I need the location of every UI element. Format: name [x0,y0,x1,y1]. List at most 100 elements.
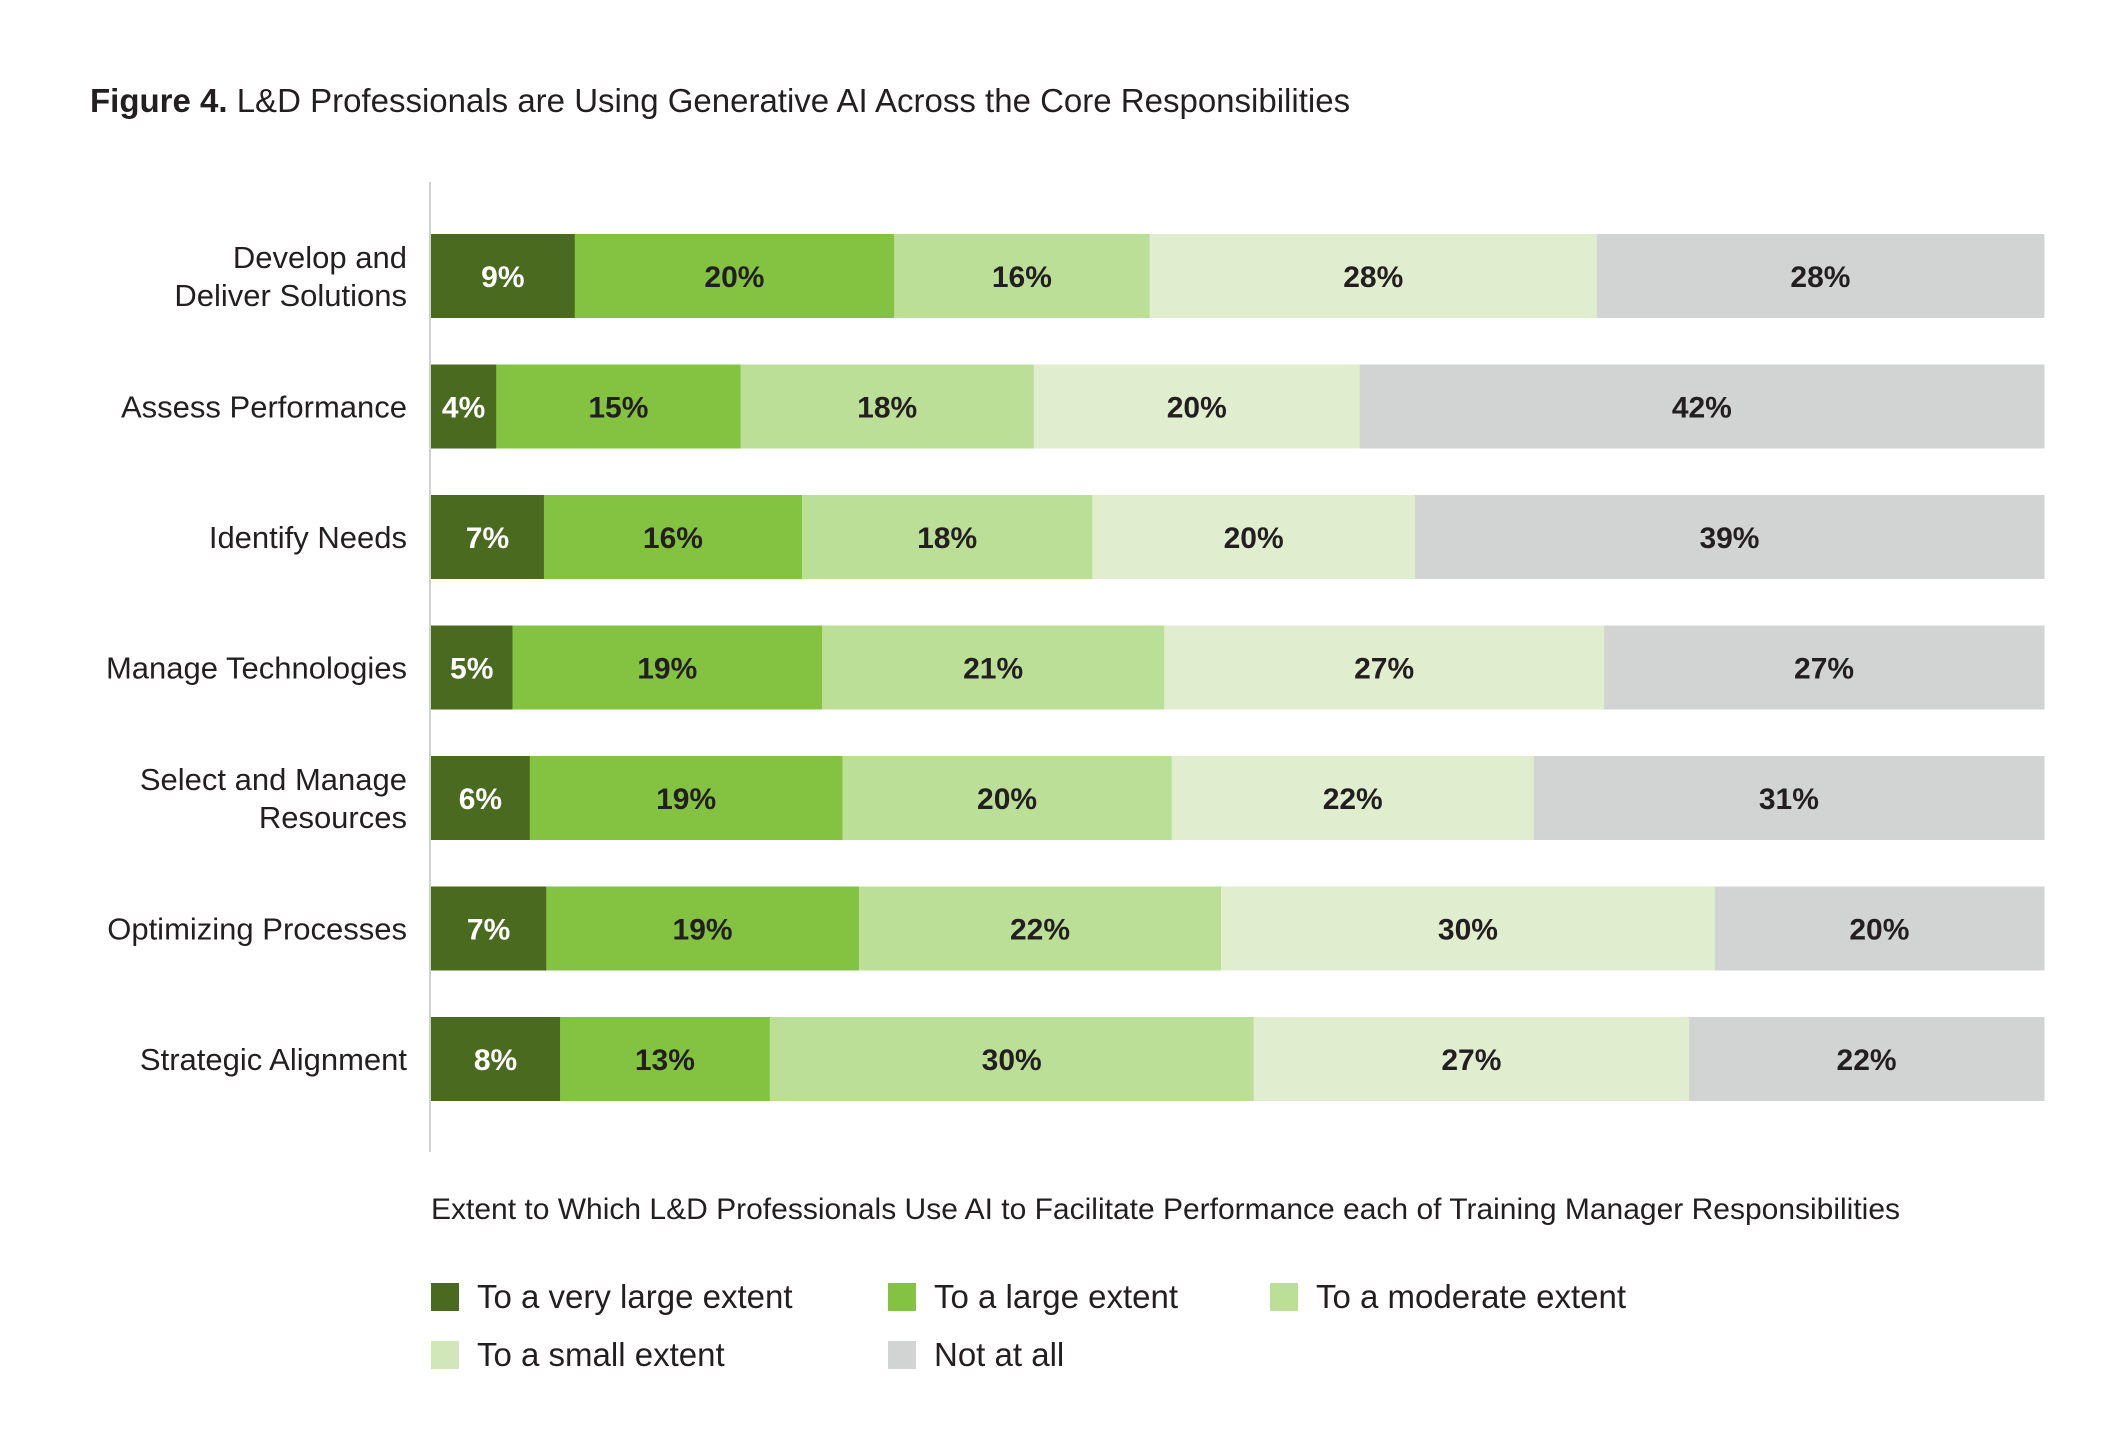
bars-group: 9% 20% 16% 28% 28% 4% 15% 18% 20% 42% 7% 16% 18% 20% 3… [431,234,2045,1101]
bar-segment [1359,364,2045,449]
bar-segment [842,756,1173,840]
bar-segment [512,625,823,710]
category-label: Select and Manage Resources [140,762,407,835]
category-label: Assess Performance [121,390,407,425]
data-label: 27% [1794,653,1854,686]
bar-segment [431,1017,561,1101]
category-label: Optimizing Processes [107,912,407,947]
legend-label: To a moderate extent [1316,1278,1627,1315]
data-label: 22% [1837,1044,1897,1077]
x-axis-label: Extent to Which L&D Professionals Use AI… [431,1193,1901,1226]
category-label: Strategic Alignment [140,1042,407,1077]
bar-segment [1171,756,1535,840]
category-label-line: Develop and [233,240,407,275]
data-label: 5% [450,653,493,686]
data-label: 27% [1441,1044,1501,1077]
data-label: 27% [1354,653,1414,686]
figure-caption: L&D Professionals are Using Generative A… [236,82,1351,119]
data-label: 20% [1224,522,1284,555]
bar-segment [1689,1017,2045,1101]
data-label: 13% [635,1044,695,1077]
bar-segment [1149,234,1598,318]
data-label: 31% [1759,783,1819,816]
legend-label: To a small extent [477,1336,725,1373]
data-label: 39% [1699,522,1759,555]
bar-segment [1164,625,1605,710]
legend-swatch [888,1341,916,1369]
data-label: 22% [1010,914,1070,947]
category-label: Identify Needs [209,520,407,555]
data-label: 18% [917,522,977,555]
legend-label: To a very large extent [477,1278,793,1315]
bar-segment [1033,364,1361,449]
bar-segment [431,234,576,318]
bar-segment [431,364,497,449]
bar-segment [1714,886,2045,971]
legend-item-moderate: To a moderate extent [1270,1278,1626,1316]
data-label: 30% [982,1044,1042,1077]
legend-label: Not at all [934,1336,1065,1373]
legend-item-very-large: To a very large extent [431,1278,793,1316]
legend-swatch [1270,1283,1298,1311]
figure-number: Figure 4. [90,82,228,119]
data-label: 30% [1438,914,1498,947]
bar-segment [1604,625,2045,710]
data-label: 15% [588,392,648,425]
stacked-bar-chart: 9% 20% 16% 28% 28% 4% 15% 18% 20% 42% 7% 16% 18% 20% 3… [106,182,2045,1152]
bar-segment [1414,495,2045,579]
data-label: 20% [977,783,1037,816]
category-label-line: Assess Performance [121,390,407,425]
category-labels: Develop and Deliver Solutions Assess Perfo… [106,240,407,1077]
bar-segment [1253,1017,1690,1101]
data-label: 7% [467,914,510,947]
bar-segment [529,756,843,840]
bar-segment [496,364,742,449]
category-label-line: Select and Manage [140,762,407,797]
category-label-line: Resources [259,800,407,835]
data-label: 16% [992,261,1052,294]
bar-segment [1533,756,2045,840]
legend-item-large: To a large extent [888,1278,1178,1316]
bar-segment [560,1017,771,1101]
bar-segment [740,364,1035,449]
legend-item-small: To a small extent [431,1336,725,1374]
legend-swatch [888,1283,916,1311]
category-label-line: Manage Technologies [106,651,407,686]
bar-segment [894,234,1151,318]
data-label: 22% [1323,783,1383,816]
legend-item-not-at-all: Not at all [888,1336,1064,1374]
data-label: 28% [1790,261,1850,294]
category-label: Manage Technologies [106,651,407,686]
category-label-line: Optimizing Processes [107,912,407,947]
data-label: 20% [1849,914,1909,947]
data-label: 28% [1343,261,1403,294]
bar-segment [543,495,803,579]
data-label: 20% [1167,392,1227,425]
category-label-line: Deliver Solutions [174,278,407,313]
data-label: 19% [637,653,697,686]
bar-segment [546,886,860,971]
data-label: 21% [963,653,1023,686]
data-label: 19% [673,914,733,947]
bar-segment [769,1017,1255,1101]
bar-segment [431,625,513,710]
data-label: 20% [704,261,764,294]
data-label: 16% [643,522,703,555]
bar-segment [431,886,547,971]
category-label: Develop and Deliver Solutions [174,240,407,313]
legend-swatch [431,1341,459,1369]
bar-segment [1221,886,1716,971]
data-label: 42% [1672,392,1732,425]
bar-segment [574,234,895,318]
data-label: 4% [442,392,485,425]
bar-segment [822,625,1165,710]
bar-segment [801,495,1093,579]
data-label: 8% [474,1044,517,1077]
data-label: 18% [857,392,917,425]
bar-segment [431,756,531,840]
bar-segment [431,495,545,579]
category-label-line: Identify Needs [209,520,407,555]
data-label: 6% [459,783,502,816]
category-label-line: Strategic Alignment [140,1042,407,1077]
chart-title: Figure 4. L&D Professionals are Using Ge… [90,82,1350,120]
